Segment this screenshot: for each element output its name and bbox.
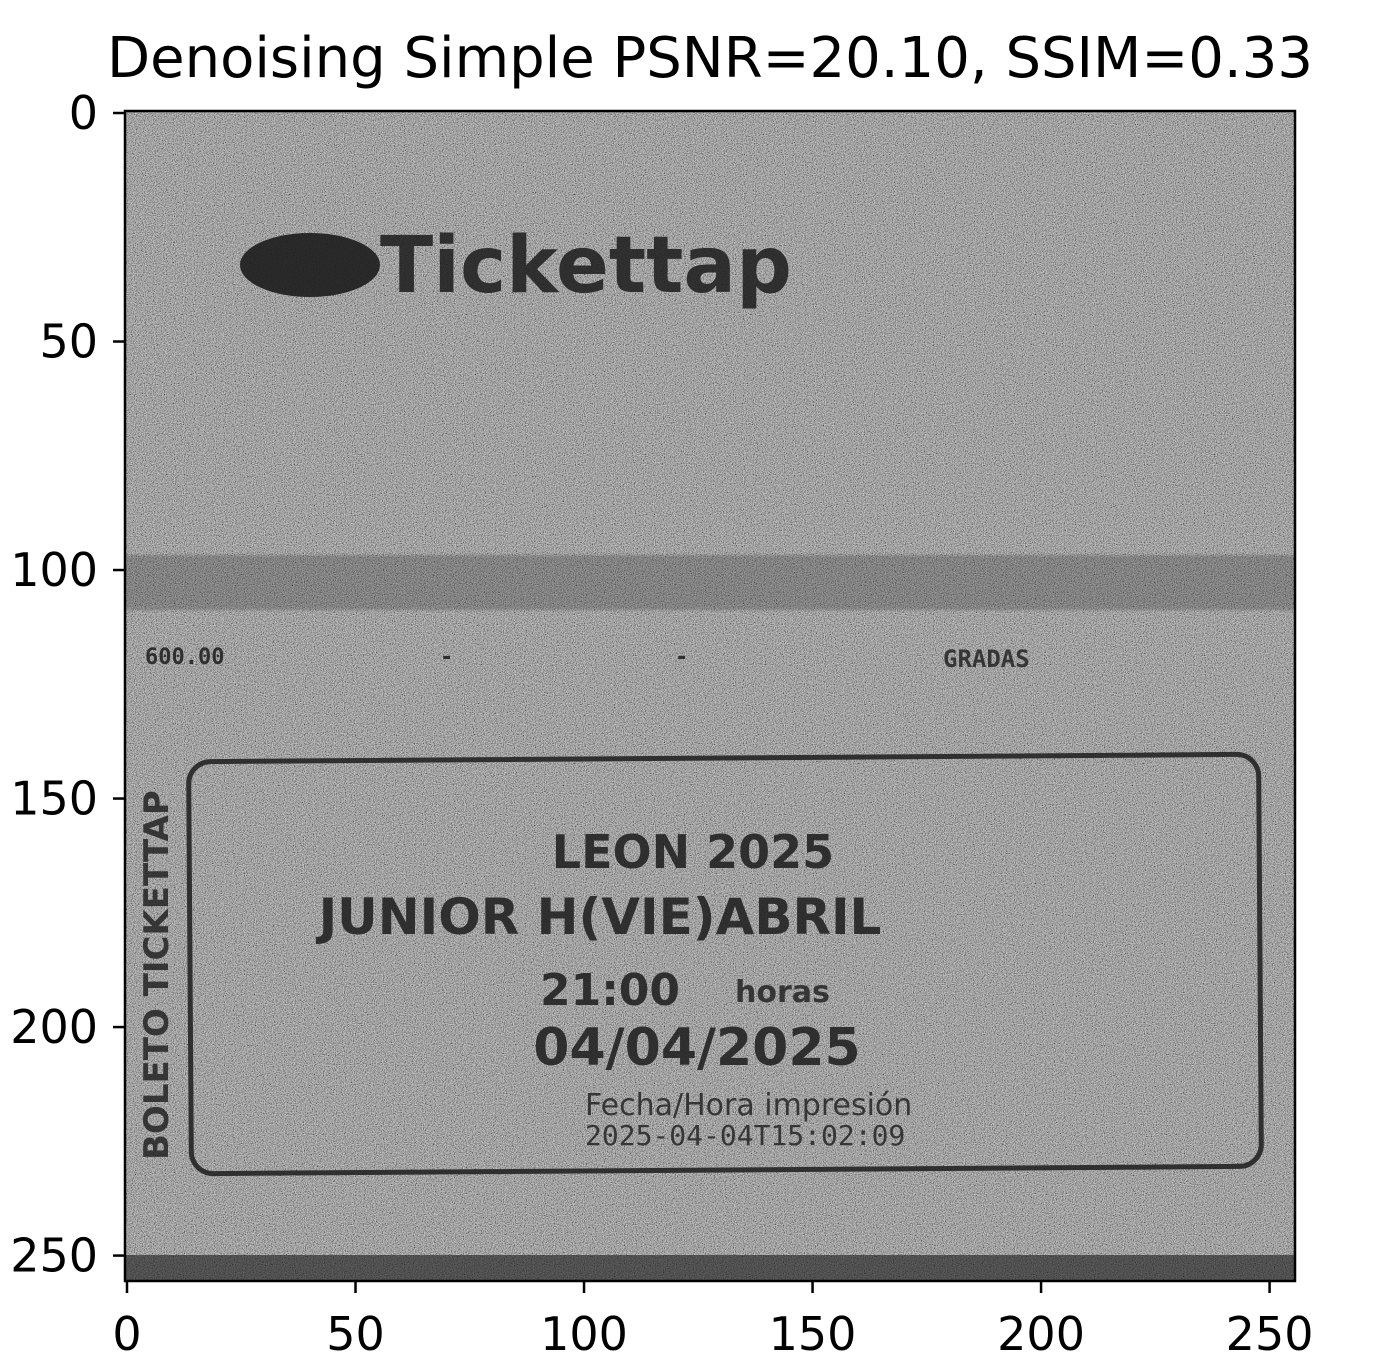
section-text: GRADAS (943, 645, 1030, 673)
dash-2: - (675, 645, 688, 670)
event-name: LEON 2025 (552, 825, 834, 879)
x-tick-label: 100 (540, 1307, 628, 1361)
axes-frame (123, 109, 1297, 1283)
y-tick-label: 250 (10, 1229, 98, 1283)
x-tick-label: 150 (769, 1307, 857, 1361)
ticket-frame (186, 751, 1264, 1177)
logo-text: Tickettap (380, 221, 792, 311)
logo-tickettap: Tickettap (240, 221, 792, 311)
price-text: 600.00 (145, 645, 224, 670)
plot-title: Denoising Simple PSNR=20.10, SSIM=0.33 (107, 26, 1313, 91)
print-timestamp: 2025-04-04T15:02:09 (585, 1119, 905, 1152)
event-detail: JUNIOR H(VIE)ABRIL (316, 888, 882, 946)
y-axis: 0 50 100 150 200 250 (10, 86, 125, 1283)
event-date: 04/04/2025 (533, 1018, 860, 1078)
y-tick-label: 50 (39, 315, 98, 369)
dash-1: - (440, 645, 453, 670)
y-tick-label: 0 (69, 86, 98, 140)
y-tick-label: 150 (10, 772, 98, 826)
x-tick-label: 0 (112, 1307, 141, 1361)
side-vertical-text: BOLETO TICKETTAP (137, 790, 177, 1160)
time-unit: horas (735, 975, 830, 1010)
denoised-image: Tickettap 600.00 - - GRADAS BOLETO TICKE… (125, 111, 1295, 1281)
x-tick-label: 250 (1226, 1307, 1314, 1361)
print-label: Fecha/Hora impresión (585, 1088, 912, 1123)
y-tick-label: 200 (10, 1000, 98, 1054)
x-axis: 0 50 100 150 200 250 (112, 1281, 1313, 1361)
x-tick-label: 50 (326, 1307, 385, 1361)
x-tick-label: 200 (997, 1307, 1085, 1361)
time-value: 21:00 (540, 965, 680, 1016)
y-tick-label: 100 (10, 543, 98, 597)
